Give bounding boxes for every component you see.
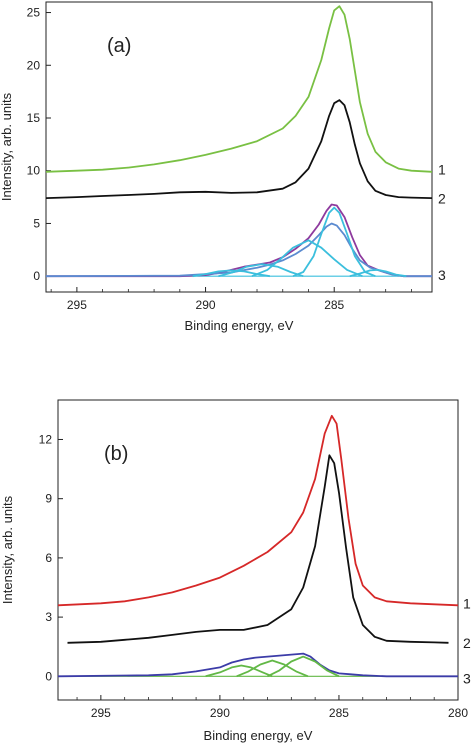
curve-label-2: 2	[438, 191, 446, 207]
plot-frame	[57, 399, 459, 701]
x-tick-label: 295	[67, 298, 87, 312]
x-tick-label: 290	[210, 706, 230, 720]
curve-label-1: 1	[463, 595, 471, 611]
plot-frame	[45, 1, 433, 293]
x-tick-label: 285	[324, 298, 344, 312]
x-tick-label: 290	[196, 298, 216, 312]
x-tick-label: 280	[448, 706, 468, 720]
y-tick-label: 6	[45, 551, 52, 565]
panel-label: (b)	[104, 443, 128, 465]
series-line-3-component-c3	[267, 655, 340, 678]
y-tick-label: 10	[27, 164, 41, 178]
x-tick-label: 295	[91, 706, 111, 720]
series-line-3-component-c1	[205, 664, 273, 678]
y-tick-label: 25	[27, 6, 41, 20]
x-axis-title: Binding energy, eV	[204, 728, 313, 743]
chart-panel-1: 295 290 285 0 5 10 15 20 25 Binding energy, eV Int…	[0, 1, 446, 333]
series-line-3-component-c5	[349, 269, 407, 278]
y-tick-label: 20	[27, 58, 41, 72]
x-tick-label: 285	[329, 706, 349, 720]
series-line-1	[46, 5, 432, 173]
series-line-3-component-c4	[192, 269, 271, 278]
y-tick-label: 0	[45, 669, 52, 683]
curve-label-3: 3	[438, 267, 446, 283]
x-axis-title: Binding energy, eV	[185, 318, 294, 333]
y-tick-label: 15	[27, 111, 41, 125]
y-tick-label: 3	[45, 610, 52, 624]
curve-label-1: 1	[438, 162, 446, 178]
series-line-3-component-c2	[236, 659, 309, 678]
y-tick-label: 0	[33, 269, 40, 283]
series-line-3-component-c1	[292, 206, 376, 278]
series-line-3-envelope	[46, 203, 432, 278]
curve-label-2: 2	[463, 635, 471, 651]
series-line-3-envelope	[58, 652, 458, 678]
y-axis-title: Intensity, arb. units	[0, 92, 14, 201]
series-line-2	[46, 99, 432, 199]
series-line-3-component-c3	[218, 263, 304, 278]
y-tick-label: 5	[33, 216, 40, 230]
panel-label: (a)	[107, 35, 131, 57]
series-line-1	[58, 414, 458, 607]
curve-label-3: 3	[463, 670, 471, 686]
y-axis-title: Intensity, arb. units	[0, 495, 15, 604]
series-line-2	[67, 454, 449, 644]
y-tick-label: 12	[39, 432, 53, 446]
y-tick-label: 9	[45, 492, 52, 506]
